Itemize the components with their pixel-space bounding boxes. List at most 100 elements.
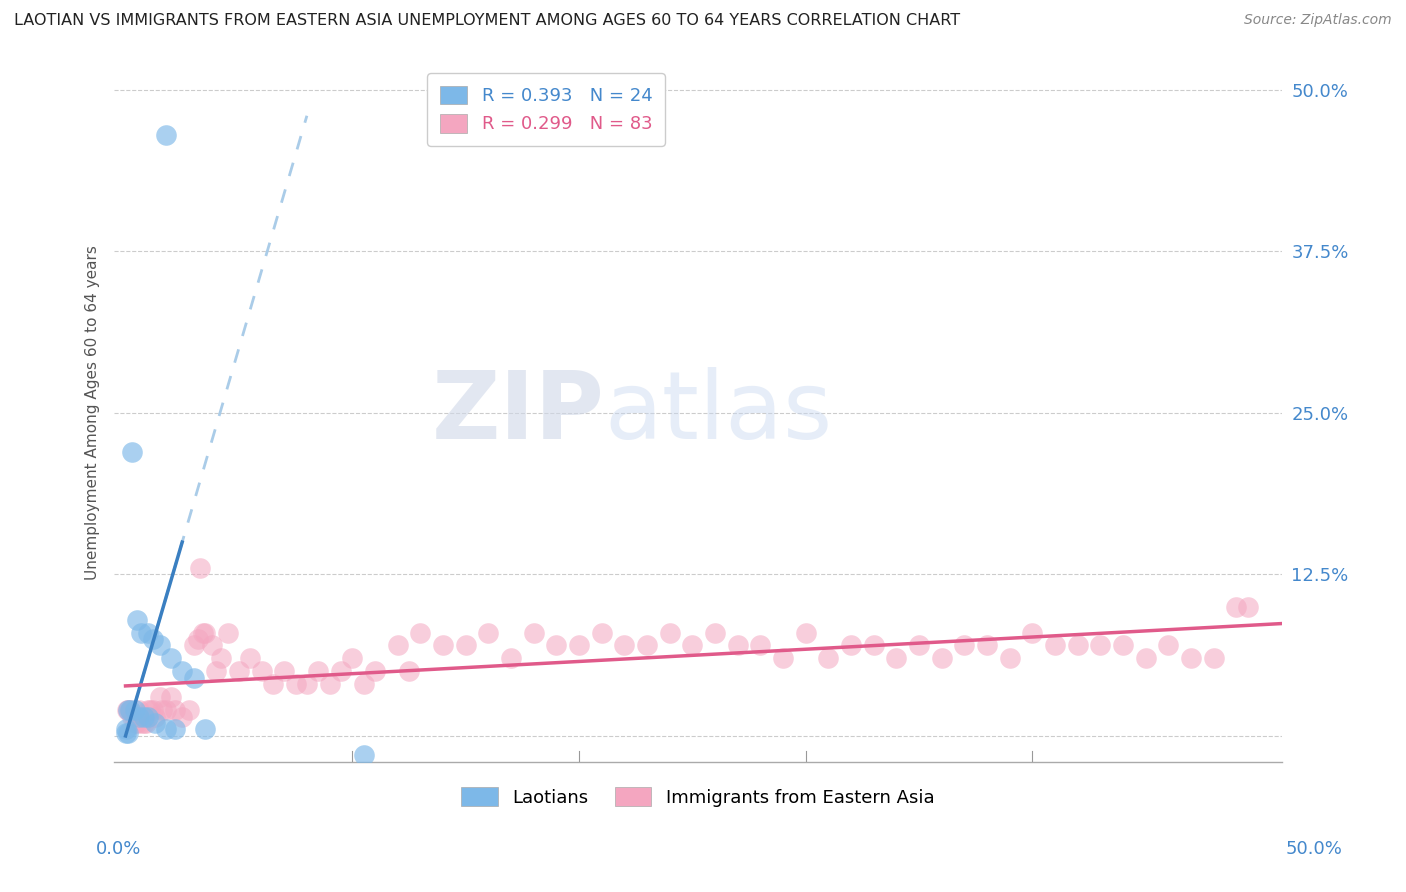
Point xyxy=(177,703,200,717)
Point xyxy=(976,639,998,653)
Point xyxy=(387,639,409,653)
Point xyxy=(125,613,148,627)
Point xyxy=(183,639,205,653)
Point xyxy=(194,723,217,737)
Point xyxy=(1180,651,1202,665)
Point xyxy=(353,677,375,691)
Point xyxy=(131,716,153,731)
Point xyxy=(142,703,165,717)
Point xyxy=(284,677,307,691)
Point xyxy=(115,703,138,717)
Point xyxy=(636,639,658,653)
Point xyxy=(135,716,157,731)
Point xyxy=(1135,651,1157,665)
Point xyxy=(121,444,143,458)
Point xyxy=(342,651,364,665)
Text: ZIP: ZIP xyxy=(432,367,605,458)
Point xyxy=(187,632,209,646)
Point xyxy=(117,726,139,740)
Point xyxy=(188,561,211,575)
Text: LAOTIAN VS IMMIGRANTS FROM EASTERN ASIA UNEMPLOYMENT AMONG AGES 60 TO 64 YEARS C: LAOTIAN VS IMMIGRANTS FROM EASTERN ASIA … xyxy=(14,13,960,29)
Text: atlas: atlas xyxy=(605,367,832,458)
Point xyxy=(1112,639,1135,653)
Point xyxy=(658,625,681,640)
Point xyxy=(165,723,187,737)
Point xyxy=(862,639,884,653)
Point xyxy=(704,625,727,640)
Point xyxy=(749,639,772,653)
Point xyxy=(121,709,143,723)
Point xyxy=(132,716,155,731)
Point xyxy=(172,665,194,679)
Point xyxy=(794,625,817,640)
Point xyxy=(128,709,150,723)
Point xyxy=(131,625,153,640)
Point xyxy=(307,665,329,679)
Point xyxy=(136,709,159,723)
Point xyxy=(1090,639,1112,653)
Point xyxy=(239,651,262,665)
Point xyxy=(295,677,318,691)
Point xyxy=(228,665,250,679)
Point xyxy=(1236,599,1258,614)
Point xyxy=(364,665,387,679)
Point xyxy=(128,703,150,717)
Point xyxy=(117,703,139,717)
Point xyxy=(150,703,173,717)
Point xyxy=(205,665,228,679)
Point xyxy=(432,639,454,653)
Point xyxy=(931,651,953,665)
Legend: Laotians, Immigrants from Eastern Asia: Laotians, Immigrants from Eastern Asia xyxy=(453,778,943,815)
Point xyxy=(329,665,352,679)
Point xyxy=(477,625,499,640)
Point xyxy=(209,651,232,665)
Point xyxy=(591,625,613,640)
Point xyxy=(1043,639,1066,653)
Point xyxy=(155,723,177,737)
Point xyxy=(613,639,636,653)
Point xyxy=(114,726,136,740)
Point xyxy=(117,703,139,717)
Point xyxy=(172,709,194,723)
Point xyxy=(727,639,749,653)
Point xyxy=(114,723,136,737)
Point xyxy=(409,625,432,640)
Point xyxy=(817,651,839,665)
Point xyxy=(160,690,183,705)
Point xyxy=(953,639,976,653)
Point xyxy=(1021,625,1043,640)
Point xyxy=(132,709,155,723)
Point xyxy=(148,639,170,653)
Point xyxy=(681,639,703,653)
Point xyxy=(183,671,205,685)
Point xyxy=(1202,651,1225,665)
Point xyxy=(139,703,162,717)
Point xyxy=(353,748,375,763)
Point xyxy=(273,665,295,679)
Text: 50.0%: 50.0% xyxy=(1286,840,1343,858)
Point xyxy=(1066,639,1088,653)
Point xyxy=(143,709,166,723)
Point xyxy=(165,703,187,717)
Point xyxy=(1157,639,1180,653)
Point xyxy=(191,625,214,640)
Text: Source: ZipAtlas.com: Source: ZipAtlas.com xyxy=(1244,13,1392,28)
Point xyxy=(201,639,224,653)
Point xyxy=(155,703,177,717)
Point xyxy=(1225,599,1247,614)
Y-axis label: Unemployment Among Ages 60 to 64 years: Unemployment Among Ages 60 to 64 years xyxy=(86,245,100,581)
Point xyxy=(998,651,1021,665)
Point xyxy=(546,639,568,653)
Point xyxy=(568,639,591,653)
Point xyxy=(217,625,239,640)
Point xyxy=(124,716,146,731)
Point xyxy=(148,690,170,705)
Point xyxy=(884,651,907,665)
Point xyxy=(772,651,794,665)
Text: 0.0%: 0.0% xyxy=(96,840,141,858)
Point xyxy=(125,716,148,731)
Point xyxy=(250,665,273,679)
Point xyxy=(398,665,420,679)
Point xyxy=(142,632,165,646)
Point xyxy=(499,651,522,665)
